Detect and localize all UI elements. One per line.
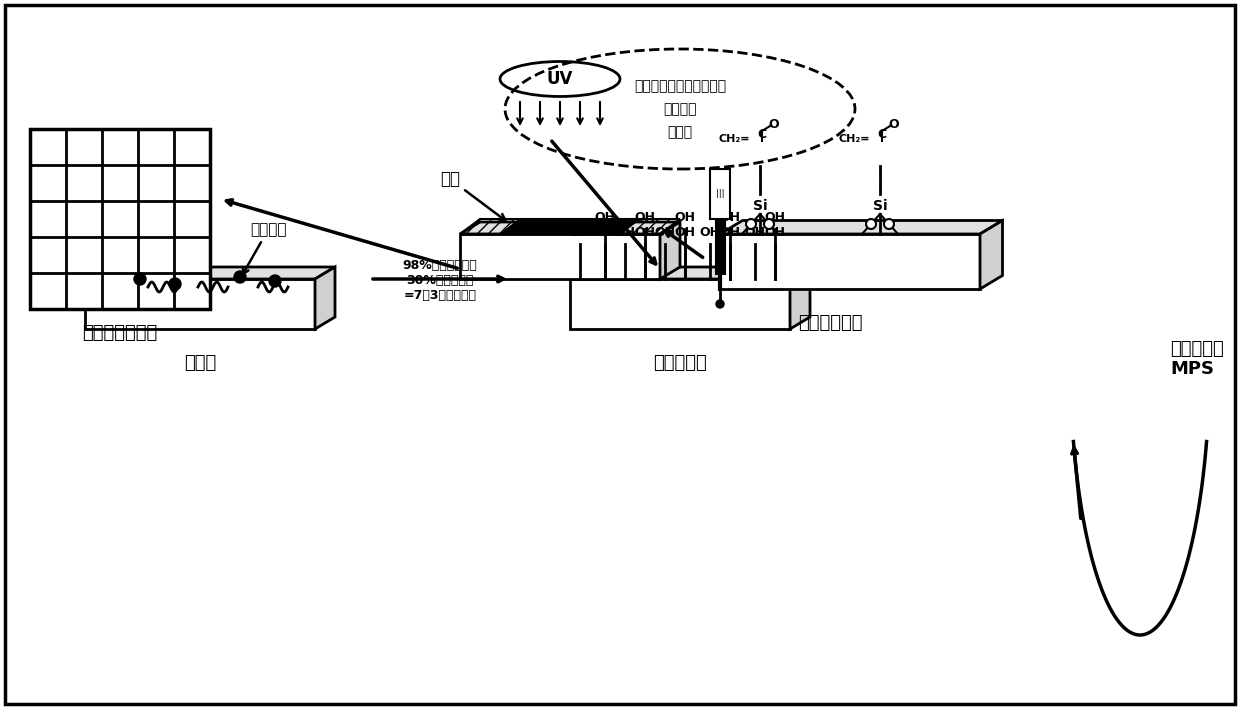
Polygon shape — [720, 234, 980, 289]
Text: CH₂=: CH₂= — [718, 134, 750, 144]
Polygon shape — [86, 279, 315, 329]
Text: OH: OH — [635, 211, 656, 224]
Text: OH: OH — [655, 226, 676, 239]
Text: OH: OH — [615, 226, 635, 239]
Text: OH: OH — [765, 211, 785, 224]
Text: Si: Si — [873, 199, 888, 213]
Polygon shape — [980, 220, 1002, 289]
Polygon shape — [570, 267, 810, 279]
Circle shape — [715, 300, 724, 308]
Circle shape — [269, 275, 281, 287]
Text: CH₂=: CH₂= — [838, 134, 870, 144]
Polygon shape — [570, 279, 790, 329]
Text: OH: OH — [675, 226, 696, 239]
Text: UV: UV — [547, 70, 573, 88]
Text: |||: ||| — [715, 189, 724, 199]
Text: C: C — [878, 128, 887, 140]
Text: OH: OH — [765, 226, 785, 239]
Text: 羟基化玻璃: 羟基化玻璃 — [653, 354, 707, 372]
Text: 无机杂质: 无机杂质 — [81, 222, 151, 275]
Text: 98%浓度浓硫酸：
30%浓度双氧水
=7：3（体积比）: 98%浓度浓硫酸： 30%浓度双氧水 =7：3（体积比） — [403, 259, 477, 302]
Text: OH: OH — [594, 211, 615, 224]
Text: Si: Si — [753, 199, 768, 213]
Text: 玻璃片: 玻璃片 — [184, 354, 216, 372]
Text: 图案化抗菌玻璃: 图案化抗菌玻璃 — [82, 324, 157, 342]
Text: 硫烷偶联剂
MPS: 硫烷偶联剂 MPS — [1171, 340, 1224, 379]
Polygon shape — [660, 222, 680, 279]
Text: OH: OH — [594, 226, 615, 239]
Polygon shape — [790, 267, 810, 329]
Text: C: C — [758, 128, 766, 140]
Text: OH: OH — [635, 226, 656, 239]
Text: 不同链长季镂盐光敏单体
光引发剂
交联剂: 不同链长季镂盐光敏单体 光引发剂 交联剂 — [634, 79, 727, 139]
Circle shape — [746, 219, 756, 229]
Polygon shape — [500, 219, 640, 234]
Circle shape — [884, 219, 894, 229]
Circle shape — [134, 273, 146, 285]
Text: 硫烷化化玻璃: 硫烷化化玻璃 — [797, 314, 862, 332]
Text: 掩膜: 掩膜 — [440, 170, 506, 220]
Polygon shape — [460, 234, 660, 279]
Circle shape — [169, 278, 181, 290]
Polygon shape — [86, 267, 335, 279]
Text: OH: OH — [675, 211, 696, 224]
Text: OH: OH — [719, 211, 740, 224]
Circle shape — [764, 219, 774, 229]
Bar — [711, 169, 730, 219]
Polygon shape — [315, 267, 335, 329]
Text: OH: OH — [744, 226, 765, 239]
Bar — [30, 129, 210, 309]
Text: O: O — [769, 118, 779, 130]
Circle shape — [234, 271, 246, 283]
Text: OH: OH — [719, 226, 740, 239]
Text: O: O — [889, 118, 899, 130]
Text: OH: OH — [699, 226, 720, 239]
Text: OH: OH — [569, 226, 590, 239]
Text: 有机杂质: 有机杂质 — [243, 222, 286, 274]
Circle shape — [866, 219, 875, 229]
Polygon shape — [460, 222, 680, 234]
Polygon shape — [720, 220, 1002, 234]
